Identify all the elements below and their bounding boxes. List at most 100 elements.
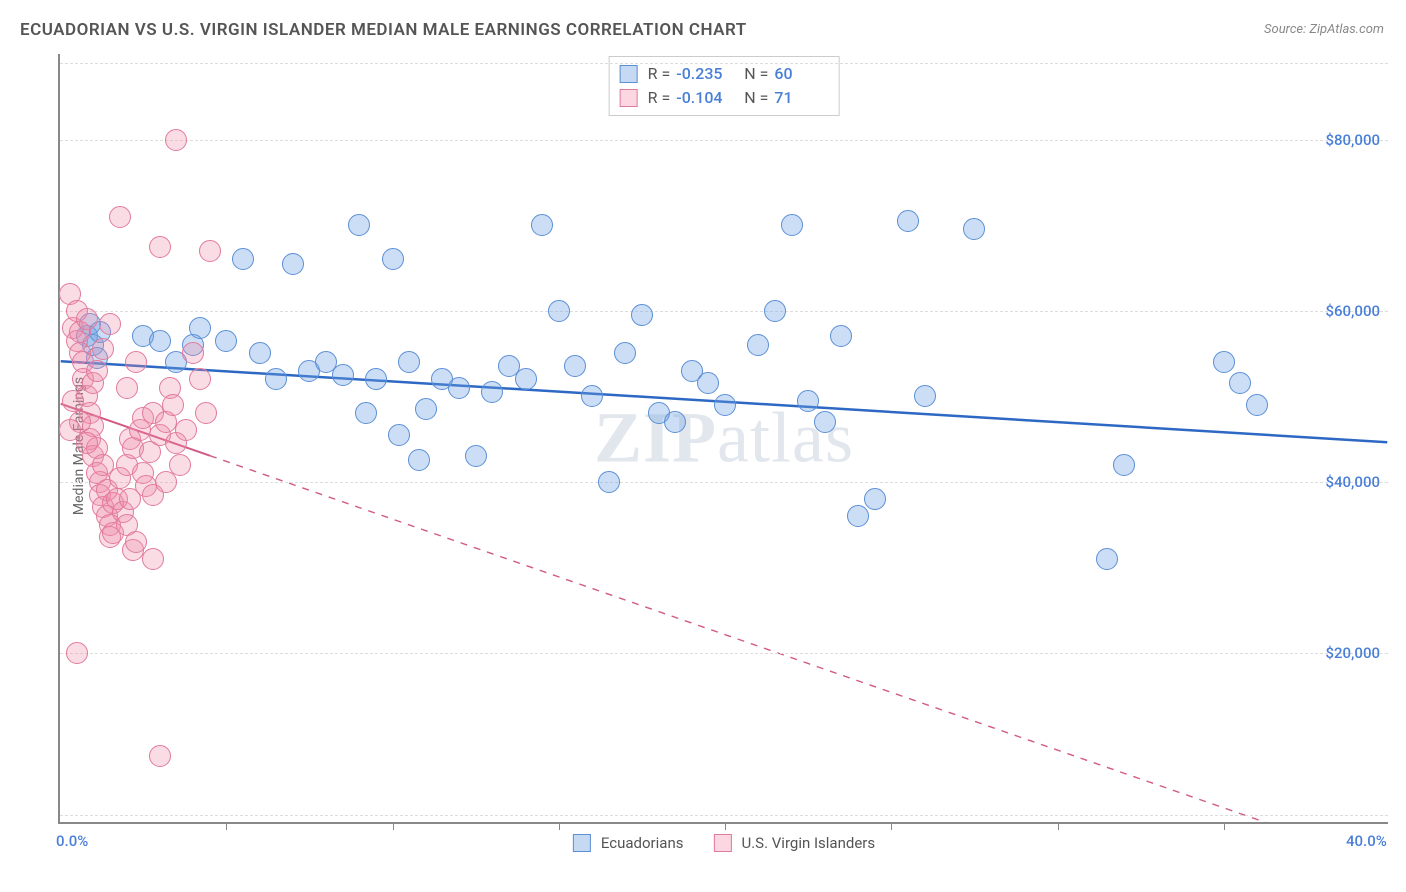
- n-value: 71: [774, 86, 828, 110]
- usvi-point: [125, 351, 147, 373]
- ecuadorian-point: [465, 445, 487, 467]
- legend-swatch: [620, 89, 638, 107]
- ecuadorian-point: [631, 304, 653, 326]
- usvi-point: [175, 419, 197, 441]
- y-tick-label: $80,000: [1325, 131, 1380, 149]
- ecuadorian-point: [282, 253, 304, 275]
- usvi-point: [125, 531, 147, 553]
- ecuadorian-point: [355, 402, 377, 424]
- ecuadorian-point: [564, 355, 586, 377]
- y-tick-label: $20,000: [1325, 644, 1380, 662]
- usvi-point: [182, 342, 204, 364]
- ecuadorian-point: [265, 368, 287, 390]
- ecuadorian-point: [1213, 351, 1235, 373]
- source-attribution: Source: ZipAtlas.com: [1264, 22, 1384, 37]
- legend-swatch: [620, 65, 638, 83]
- usvi-point: [76, 308, 98, 330]
- ecuadorian-point: [764, 300, 786, 322]
- x-tick-label: 0.0%: [56, 832, 88, 850]
- x-tick: [226, 822, 227, 830]
- ecuadorian-point: [481, 381, 503, 403]
- ecuadorian-point: [797, 390, 819, 412]
- y-tick-label: $40,000: [1325, 473, 1380, 491]
- ecuadorian-point: [448, 377, 470, 399]
- plot-area: ZIPatlas R = -0.235 N = 60R = -0.104 N =…: [58, 54, 1388, 824]
- usvi-point: [195, 402, 217, 424]
- series-legend: Ecuadorians U.S. Virgin Islanders: [573, 834, 875, 852]
- ecuadorian-point: [332, 364, 354, 386]
- grid-line: [60, 815, 1388, 816]
- ecuadorian-point: [598, 471, 620, 493]
- ecuadorian-point: [365, 368, 387, 390]
- ecuadorian-point: [382, 248, 404, 270]
- ecuadorian-point: [830, 325, 852, 347]
- ecuadorian-point: [232, 248, 254, 270]
- chart-title: ECUADORIAN VS U.S. VIRGIN ISLANDER MEDIA…: [20, 20, 747, 40]
- r-label: R =: [648, 62, 671, 86]
- x-tick-label: 40.0%: [1346, 832, 1387, 850]
- ecuadorian-point: [149, 330, 171, 352]
- legend-label: Ecuadorians: [601, 834, 684, 852]
- usvi-point: [62, 390, 84, 412]
- n-value: 60: [774, 62, 828, 86]
- ecuadorian-point: [614, 342, 636, 364]
- usvi-point: [199, 240, 221, 262]
- legend-label: U.S. Virgin Islanders: [741, 834, 875, 852]
- ecuadorian-point: [581, 385, 603, 407]
- usvi-point: [162, 394, 184, 416]
- usvi-point: [116, 377, 138, 399]
- ecuadorian-point: [515, 368, 537, 390]
- legend-item: Ecuadorians: [573, 834, 684, 852]
- legend-item: U.S. Virgin Islanders: [713, 834, 875, 852]
- usvi-point: [86, 360, 108, 382]
- usvi-point: [149, 236, 171, 258]
- r-label: R =: [648, 86, 671, 110]
- n-label: N =: [736, 86, 768, 110]
- grid-line: [60, 63, 1388, 64]
- ecuadorian-point: [914, 385, 936, 407]
- x-tick: [1058, 822, 1059, 830]
- x-tick: [1224, 822, 1225, 830]
- ecuadorian-point: [408, 449, 430, 471]
- ecuadorian-point: [847, 505, 869, 527]
- legend-stat-row: R = -0.235 N = 60: [620, 62, 829, 86]
- grid-line: [60, 653, 1388, 654]
- ecuadorian-point: [531, 214, 553, 236]
- usvi-point: [165, 129, 187, 151]
- r-value: -0.235: [676, 62, 730, 86]
- legend-swatch: [713, 834, 731, 852]
- ecuadorian-point: [1246, 394, 1268, 416]
- legend-stat-row: R = -0.104 N = 71: [620, 86, 829, 110]
- ecuadorian-point: [864, 488, 886, 510]
- usvi-point: [66, 642, 88, 664]
- grid-line: [60, 140, 1388, 141]
- ecuadorian-point: [548, 300, 570, 322]
- ecuadorian-point: [415, 398, 437, 420]
- ecuadorian-point: [348, 214, 370, 236]
- ecuadorian-point: [1113, 454, 1135, 476]
- usvi-point: [99, 313, 121, 335]
- usvi-point: [149, 745, 171, 767]
- ecuadorian-point: [664, 411, 686, 433]
- ecuadorian-point: [398, 351, 420, 373]
- grid-line: [60, 311, 1388, 312]
- ecuadorian-point: [1229, 372, 1251, 394]
- x-tick: [725, 822, 726, 830]
- trend-lines: [60, 54, 1388, 822]
- ecuadorian-point: [215, 330, 237, 352]
- x-tick: [393, 822, 394, 830]
- n-label: N =: [736, 62, 768, 86]
- usvi-point: [92, 338, 114, 360]
- x-tick: [891, 822, 892, 830]
- usvi-point: [109, 206, 131, 228]
- usvi-point: [142, 548, 164, 570]
- ecuadorian-point: [388, 424, 410, 446]
- ecuadorian-point: [189, 317, 211, 339]
- ecuadorian-point: [814, 411, 836, 433]
- usvi-point: [59, 419, 81, 441]
- usvi-point: [189, 368, 211, 390]
- y-tick-label: $60,000: [1325, 302, 1380, 320]
- grid-line: [60, 482, 1388, 483]
- ecuadorian-point: [747, 334, 769, 356]
- ecuadorian-point: [1096, 548, 1118, 570]
